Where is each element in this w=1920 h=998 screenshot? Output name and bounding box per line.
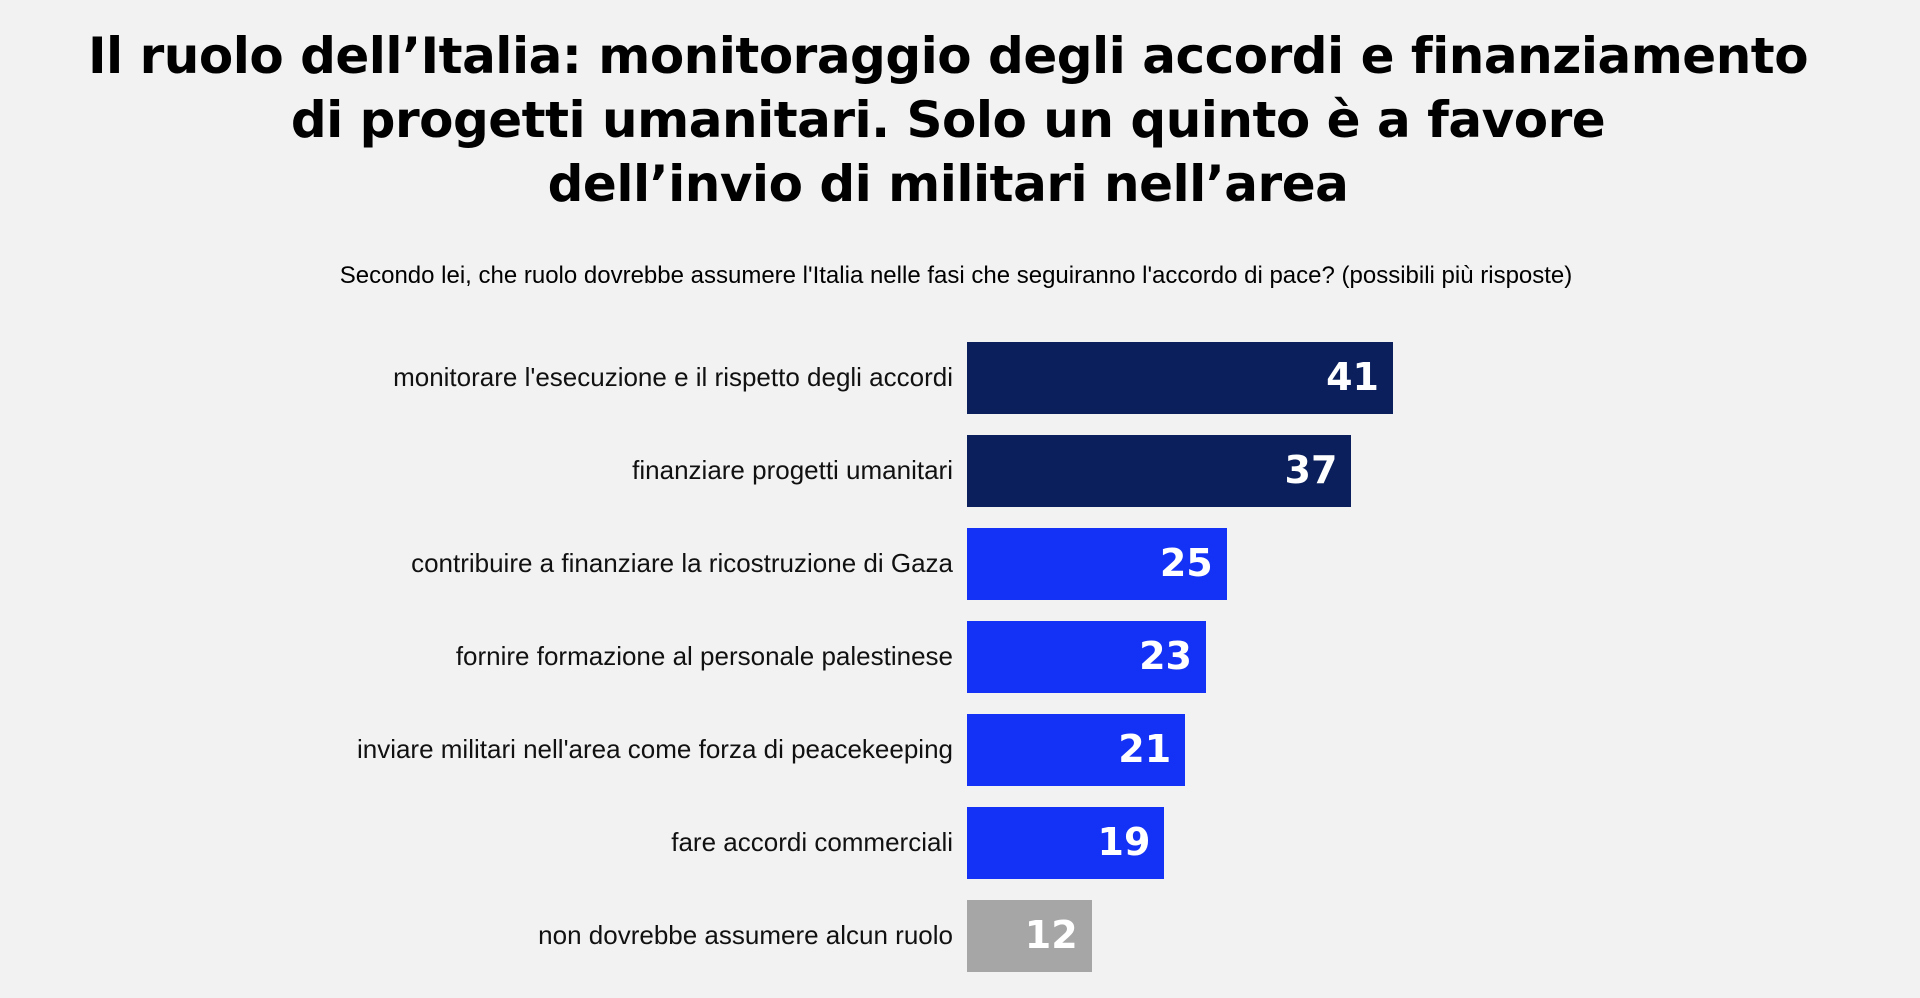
title-line: dell’invio di militari nell’area: [547, 155, 1349, 213]
data-label: 37: [1284, 448, 1338, 492]
category-label: fornire formazione al personale palestin…: [455, 641, 953, 671]
chart-subtitle: Secondo lei, che ruolo dovrebbe assumere…: [339, 262, 1573, 289]
data-label: 21: [1118, 727, 1172, 771]
category-label: fare accordi commerciali: [671, 827, 953, 857]
bar: [967, 435, 1352, 507]
bar: [967, 621, 1206, 693]
category-label: inviare militari nell'area come forza di…: [356, 734, 953, 764]
data-label: 19: [1097, 820, 1151, 864]
bar: [967, 342, 1393, 414]
bar: [967, 807, 1165, 879]
chart-title: Il ruolo dell’Italia: monitoraggio degli…: [0, 24, 1896, 216]
title-line: di progetti umanitari. Solo un quinto è …: [290, 91, 1606, 149]
bar: [967, 714, 1186, 786]
data-label: 12: [1024, 913, 1078, 957]
bar: [967, 528, 1227, 600]
category-label: finanziare progetti umanitari: [632, 455, 953, 485]
category-label: contribuire a finanziare la ricostruzion…: [411, 548, 953, 578]
data-label: 23: [1139, 634, 1192, 678]
title-line: Il ruolo dell’Italia: monitoraggio degli…: [87, 27, 1809, 85]
category-label: non dovrebbe assumere alcun ruolo: [538, 920, 953, 950]
category-label: monitorare l'esecuzione e il rispetto de…: [393, 362, 953, 392]
data-label: 25: [1159, 541, 1213, 585]
data-label: 41: [1326, 355, 1379, 399]
bar: [967, 900, 1092, 972]
